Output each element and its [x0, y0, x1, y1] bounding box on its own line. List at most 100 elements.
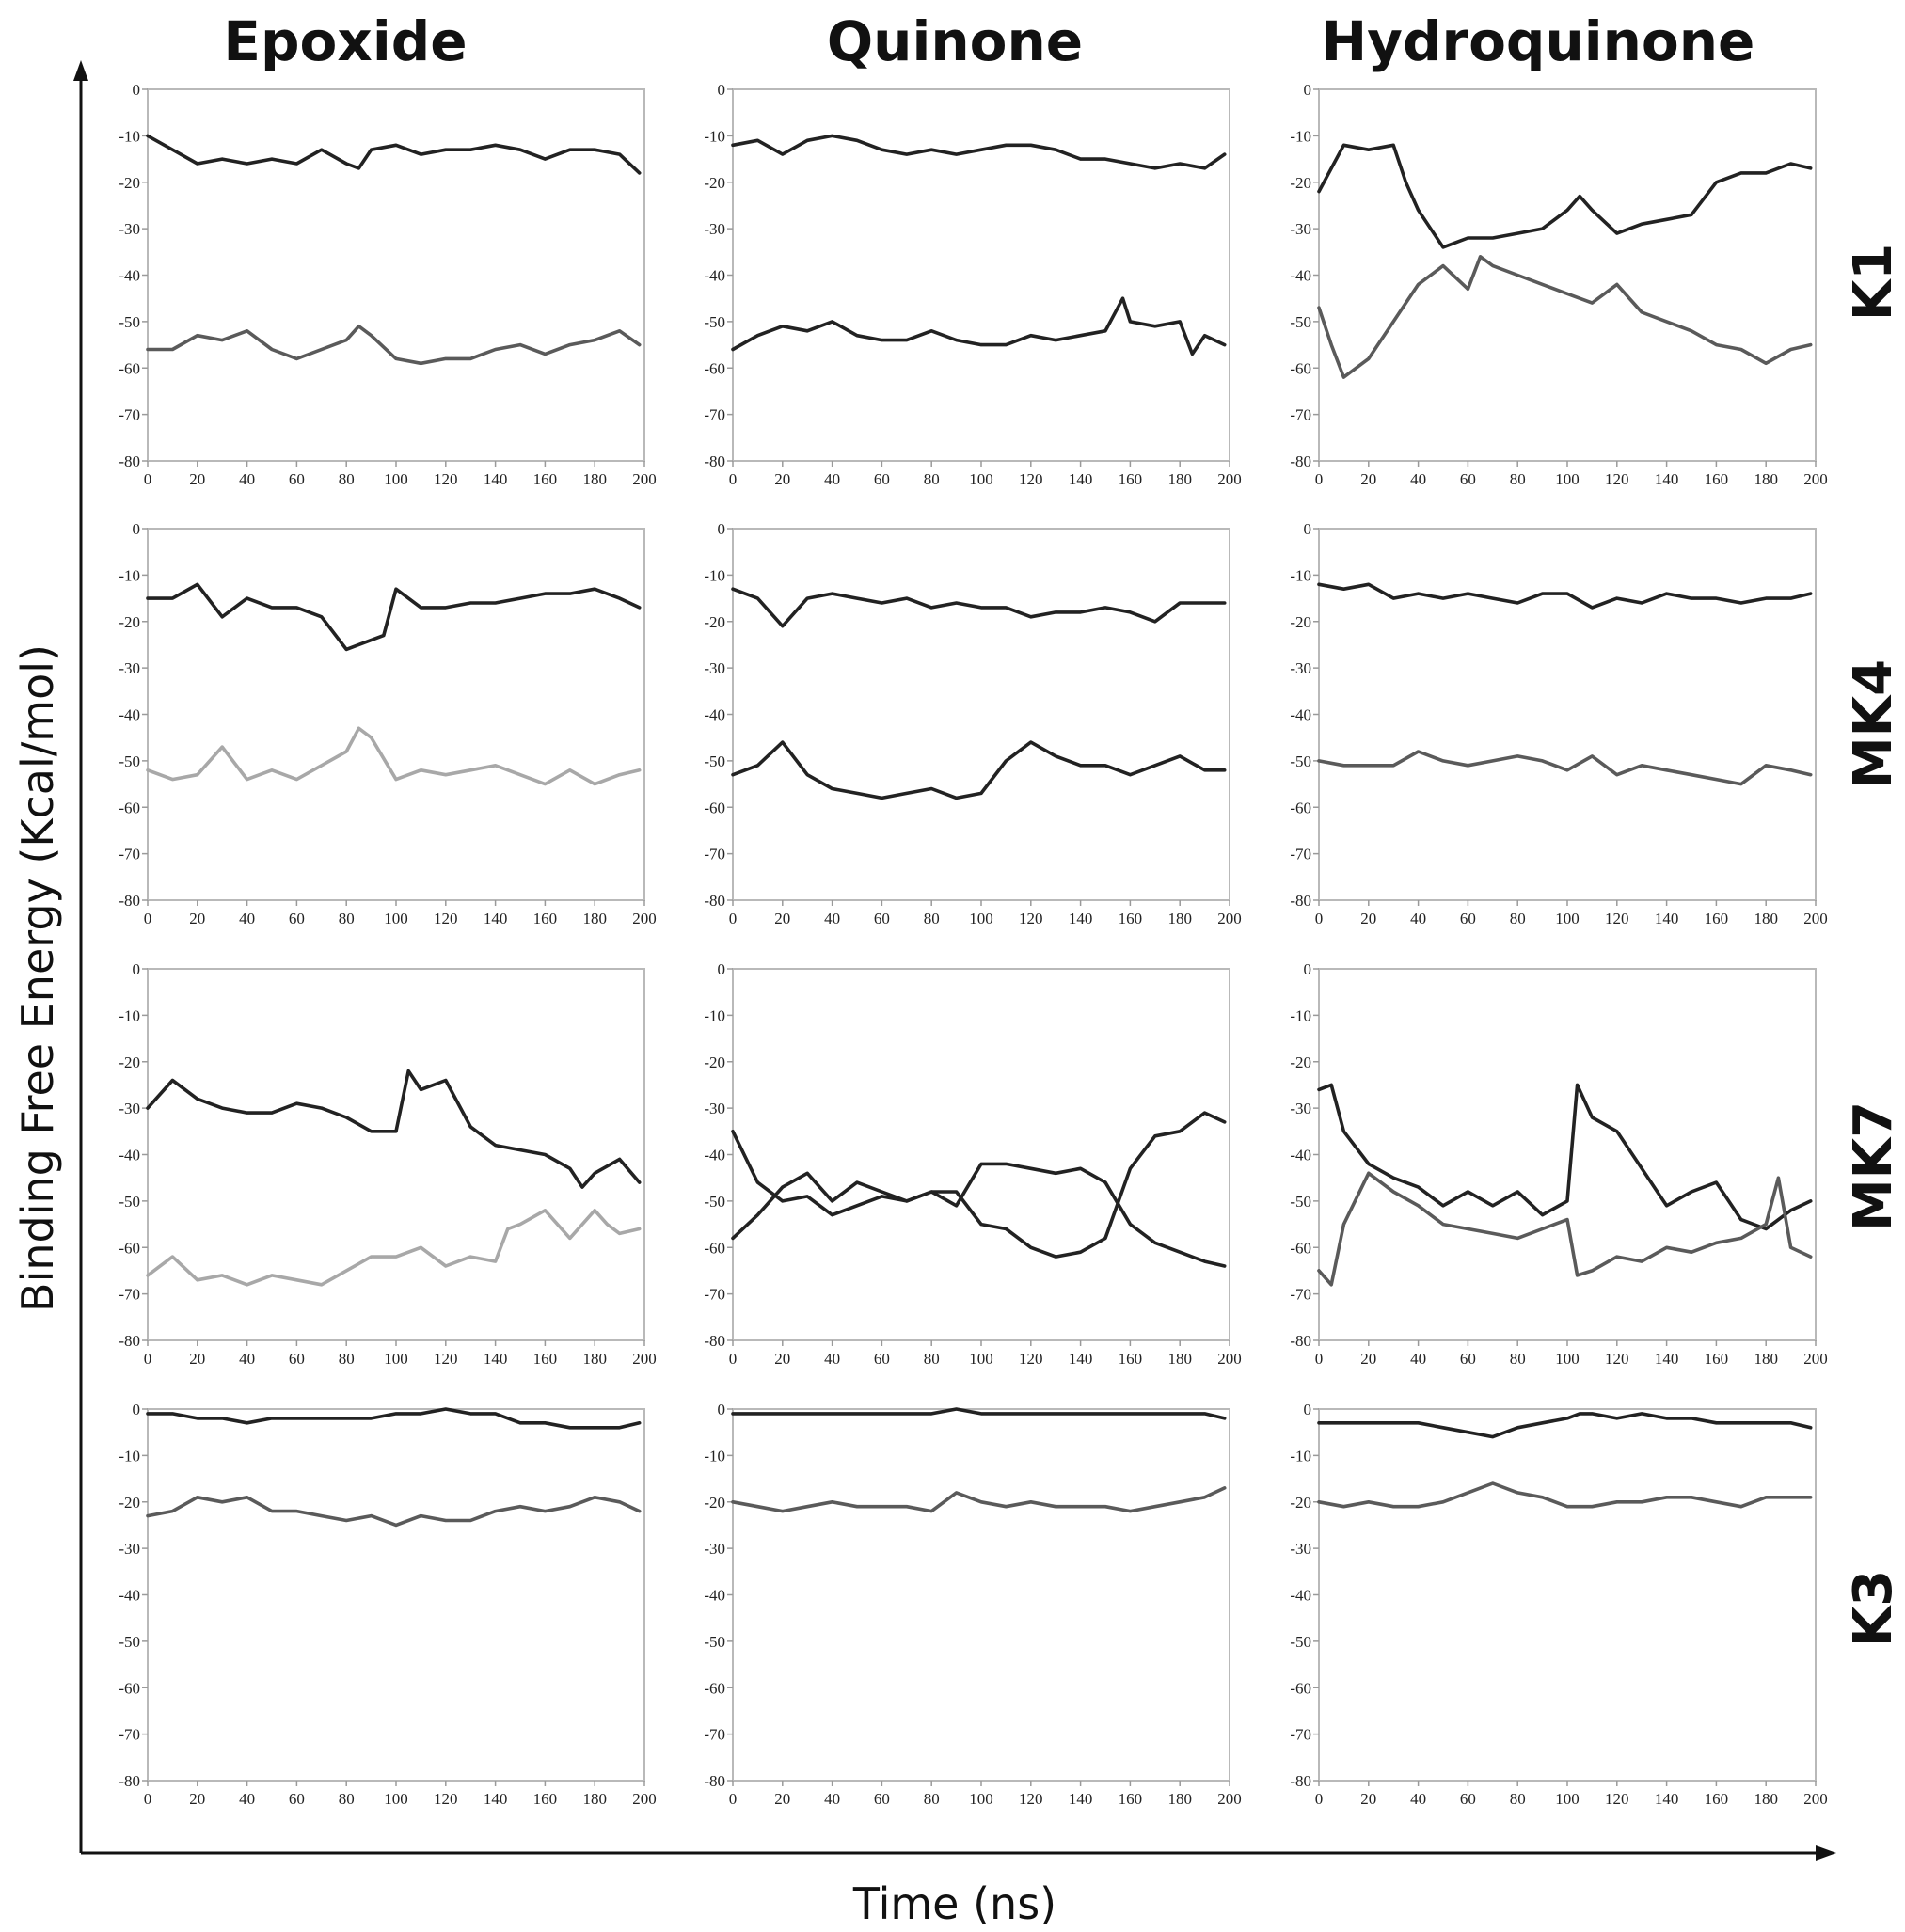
global-axes [73, 60, 1836, 1861]
panel-frame [1318, 528, 1817, 901]
x-tick-label: 0 [1315, 1790, 1324, 1808]
series-line-2 [731, 740, 1227, 800]
x-tick-label: 20 [189, 470, 205, 488]
y-tick-label: -50 [704, 313, 725, 331]
y-tick-label: 0 [718, 960, 726, 978]
y-tick-label: -60 [1290, 1679, 1311, 1697]
y-tick-label: -60 [1290, 799, 1311, 816]
y-axis-arrowhead [73, 60, 88, 81]
y-tick-label: -40 [704, 1587, 725, 1605]
x-tick-label: 40 [824, 1350, 840, 1368]
series-line-1 [731, 587, 1227, 628]
y-tick-label: -50 [704, 1193, 725, 1211]
x-tick-label: 140 [484, 1350, 508, 1368]
x-tick-label: 100 [384, 1790, 408, 1808]
x-tick-label: 160 [1705, 1350, 1729, 1368]
y-tick-label: 0 [718, 1401, 726, 1418]
x-tick-label: 200 [632, 470, 657, 488]
panel-frame [732, 88, 1230, 462]
series-line-1 [146, 1407, 642, 1430]
y-tick-label: -60 [704, 1239, 725, 1257]
y-tick-label: -60 [1290, 359, 1311, 377]
x-tick-label: 180 [582, 910, 607, 927]
y-tick-label: -40 [119, 267, 140, 285]
x-tick-label: 140 [1069, 1790, 1093, 1808]
x-tick-label: 180 [1167, 470, 1192, 488]
x-tick-label: 20 [774, 470, 790, 488]
series-line-2 [731, 1486, 1227, 1513]
y-tick-label: -70 [1290, 406, 1311, 424]
y-tick-label: -80 [704, 1772, 725, 1790]
x-tick-label: 60 [1460, 470, 1476, 488]
y-tick-label: -50 [1290, 1633, 1311, 1651]
x-tick-label: 160 [533, 1350, 558, 1368]
row-label-k3: K3 [1843, 1570, 1904, 1647]
x-tick-label: 0 [144, 910, 152, 927]
panel-frame [147, 528, 645, 901]
x-tick-label: 100 [1555, 1790, 1580, 1808]
y-tick-label: -80 [1290, 1332, 1311, 1350]
x-tick-label: 0 [729, 1790, 738, 1808]
x-tick-label: 200 [632, 910, 657, 927]
x-tick-label: 140 [1069, 910, 1093, 927]
x-tick-label: 100 [969, 1350, 993, 1368]
y-tick-label: -70 [1290, 1726, 1311, 1744]
x-tick-label: 0 [144, 470, 152, 488]
x-tick-label: 180 [1754, 1350, 1778, 1368]
x-tick-label: 80 [1510, 1790, 1526, 1808]
x-tick-label: 200 [1803, 910, 1828, 927]
x-tick-label: 140 [1069, 1350, 1093, 1368]
y-tick-label: -70 [119, 846, 140, 863]
x-tick-label: 180 [1754, 1790, 1778, 1808]
x-axis-arrowhead [1816, 1845, 1836, 1861]
x-tick-label: 80 [924, 910, 940, 927]
x-tick-label: 40 [1410, 1350, 1426, 1368]
panel-k3-epoxide: 0-10-20-30-40-50-60-70-800 20 40 60 80 100 120… [119, 1401, 656, 1808]
x-tick-label: 180 [1167, 910, 1192, 927]
y-tick-label: -40 [1290, 1587, 1311, 1605]
x-tick-label: 180 [1754, 470, 1778, 488]
y-tick-label: -20 [119, 1494, 140, 1512]
y-tick-label: -10 [704, 1006, 725, 1024]
x-tick-label: 40 [239, 1350, 255, 1368]
y-tick-label: -40 [119, 706, 140, 724]
y-tick-label: -60 [119, 1239, 140, 1257]
column-title-hydroquinone: Hydroquinone [1322, 9, 1755, 73]
y-tick-label: -60 [704, 799, 725, 816]
x-axis-title: Time (ns) [852, 1878, 1056, 1929]
y-tick-label: -70 [119, 1726, 140, 1744]
y-tick-label: -20 [1290, 1053, 1311, 1071]
y-tick-label: -10 [704, 127, 725, 145]
y-tick-label: -70 [704, 406, 725, 424]
series-line-1 [1317, 1083, 1813, 1231]
panel-mk7-quinone: 0-10-20-30-40-50-60-70-800 20 40 60 80 100 120… [704, 960, 1241, 1368]
x-tick-label: 60 [289, 470, 305, 488]
series-line-2 [1317, 750, 1813, 786]
series-line-1 [1317, 1412, 1813, 1439]
y-tick-label: -20 [1290, 1494, 1311, 1512]
panel-mk4-quinone: 0-10-20-30-40-50-60-70-800 20 40 60 80 100 120… [704, 520, 1241, 927]
y-tick-label: -30 [1290, 659, 1311, 677]
y-tick-label: -10 [119, 127, 140, 145]
panel-frame [1318, 968, 1817, 1341]
y-tick-label: -10 [119, 1006, 140, 1024]
series-line-1 [731, 134, 1227, 170]
x-tick-label: 120 [1605, 470, 1629, 488]
y-tick-label: -60 [1290, 1239, 1311, 1257]
x-tick-label: 20 [189, 1350, 205, 1368]
y-tick-label: -70 [119, 406, 140, 424]
x-tick-label: 140 [1069, 470, 1093, 488]
y-tick-label: -80 [119, 892, 140, 910]
x-tick-label: 160 [533, 1790, 558, 1808]
x-tick-label: 40 [239, 470, 255, 488]
x-tick-label: 60 [1460, 1350, 1476, 1368]
x-tick-label: 200 [1217, 1790, 1242, 1808]
x-tick-label: 80 [339, 1790, 355, 1808]
y-tick-label: 0 [1304, 520, 1312, 538]
x-tick-label: 60 [289, 1790, 305, 1808]
panel-k1-quinone: 0-10-20-30-40-50-60-70-800 20 40 60 80 100 120… [704, 81, 1241, 488]
y-tick-label: -20 [704, 174, 725, 192]
x-tick-label: 40 [1410, 1790, 1426, 1808]
x-tick-label: 40 [824, 1790, 840, 1808]
